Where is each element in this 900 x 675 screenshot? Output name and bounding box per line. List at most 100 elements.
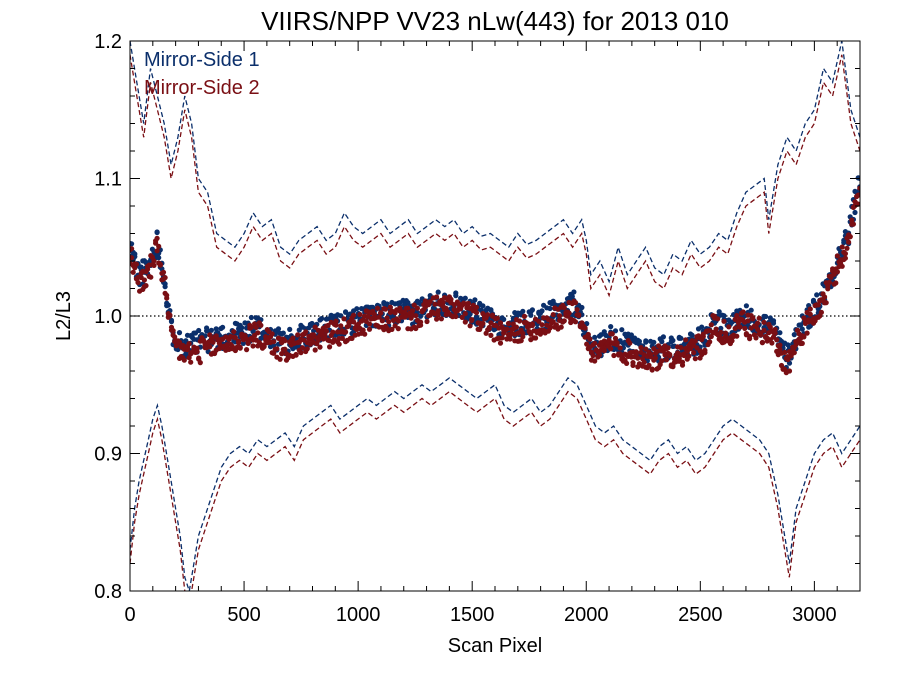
series-2-point [518, 338, 524, 344]
series-2-point [745, 318, 751, 324]
x-tick-label-5: 2500 [678, 604, 723, 626]
series-2-point [304, 346, 310, 352]
chart-title: VIIRS/NPP VV23 nLw(443) for 2013 010 [261, 6, 729, 36]
series-1-point [208, 327, 214, 333]
series-2-point [473, 310, 480, 316]
series-2-point [708, 333, 714, 340]
series-2-point [172, 334, 178, 340]
series-1-point [520, 308, 526, 314]
series-2-point [676, 356, 682, 362]
series-2-point [648, 351, 654, 357]
series-1-point [799, 326, 805, 332]
series-2-point [708, 322, 714, 328]
x-axis-label: Scan Pixel [448, 635, 543, 657]
series-1-point [529, 307, 536, 313]
series-1-point [248, 314, 254, 321]
series-2-point [343, 329, 349, 335]
series-2-point [614, 340, 620, 346]
series-2-point [663, 357, 670, 363]
series-1-point [154, 229, 160, 236]
series-2-point [386, 319, 392, 325]
series-2-point [154, 248, 160, 254]
series-2-point [160, 269, 167, 275]
series-2-point [414, 305, 420, 311]
series-1-point [130, 241, 135, 247]
series-2-point [327, 344, 333, 350]
series-2-point [351, 312, 357, 318]
series-2-point [360, 327, 366, 333]
series-2-point [857, 192, 860, 198]
series-1-point [628, 332, 635, 338]
series-2-point [638, 345, 644, 351]
series-2-point [435, 308, 441, 314]
series-2-point [341, 316, 347, 322]
series-2-point [842, 255, 849, 261]
series-2-point [630, 360, 636, 366]
series-1-point [841, 240, 847, 246]
series-1-point [354, 306, 360, 312]
series-2-point [612, 335, 619, 341]
series-2-point [299, 345, 306, 351]
x-tick-label-1: 500 [227, 604, 260, 626]
series-2-point [210, 339, 216, 345]
series-2-point [753, 335, 759, 341]
series-2-point [641, 359, 647, 365]
series-2-point [465, 301, 472, 307]
series-1-point [165, 302, 171, 308]
series-1-point [643, 339, 649, 345]
series-2-point [194, 349, 200, 355]
series-2-point [148, 274, 154, 280]
series-2-point [271, 350, 277, 356]
series-2-point [718, 329, 724, 335]
series-2-point [277, 356, 283, 362]
y-tick-label-2: 1.0 [94, 306, 122, 328]
series-2-point [253, 324, 259, 330]
series-2-upper-line [130, 54, 860, 298]
series-2-point [411, 302, 417, 308]
series-2-point [807, 311, 813, 317]
series-1-point [319, 316, 325, 322]
series-1-point [435, 289, 441, 295]
series-2-point [497, 340, 504, 346]
series-2-point [585, 331, 591, 338]
y-tick-label-0: 0.8 [94, 581, 122, 603]
series-2-point [462, 319, 468, 325]
series-2-point [504, 326, 510, 332]
series-2-point [582, 325, 588, 331]
series-1-point [220, 324, 226, 330]
series-2-point [145, 266, 151, 272]
series-2-point [497, 320, 504, 326]
series-2-point [833, 280, 839, 286]
series-2-point [566, 310, 572, 316]
tick-layer: 0 500 1000 1500 2000 2500 3000 0.8 0.9 1.0 1.1 1.2 [94, 31, 860, 626]
series-2-point [438, 316, 444, 322]
series-2-point [742, 325, 748, 331]
series-2-point [721, 318, 727, 324]
series-2-point [156, 243, 162, 249]
series-2-point [418, 319, 424, 325]
series-2-point [576, 312, 582, 318]
series-2-point [413, 313, 419, 319]
series-2-point [250, 343, 256, 349]
series-2-point [707, 339, 713, 345]
series-2-point [271, 339, 277, 345]
series-2-point [761, 327, 767, 333]
series-2-point [389, 326, 395, 332]
series-2-point [170, 328, 176, 334]
series-2-point [513, 324, 520, 330]
series-2-point [822, 294, 828, 300]
series-2-point [529, 322, 536, 329]
series-2-point [338, 323, 344, 329]
series-1-point [670, 337, 676, 344]
series-2-point [440, 299, 446, 305]
series-1-point [592, 334, 598, 340]
x-tick-label-6: 3000 [792, 604, 837, 626]
series-2-point [769, 340, 775, 346]
series-1-point [239, 325, 245, 331]
series-2-point [387, 304, 393, 310]
series-2-point [282, 338, 288, 344]
series-2-point [617, 345, 623, 351]
series-2-point [349, 335, 355, 341]
legend-mirror-side-2: Mirror-Side 2 [144, 77, 260, 99]
series-2-point [290, 335, 296, 341]
